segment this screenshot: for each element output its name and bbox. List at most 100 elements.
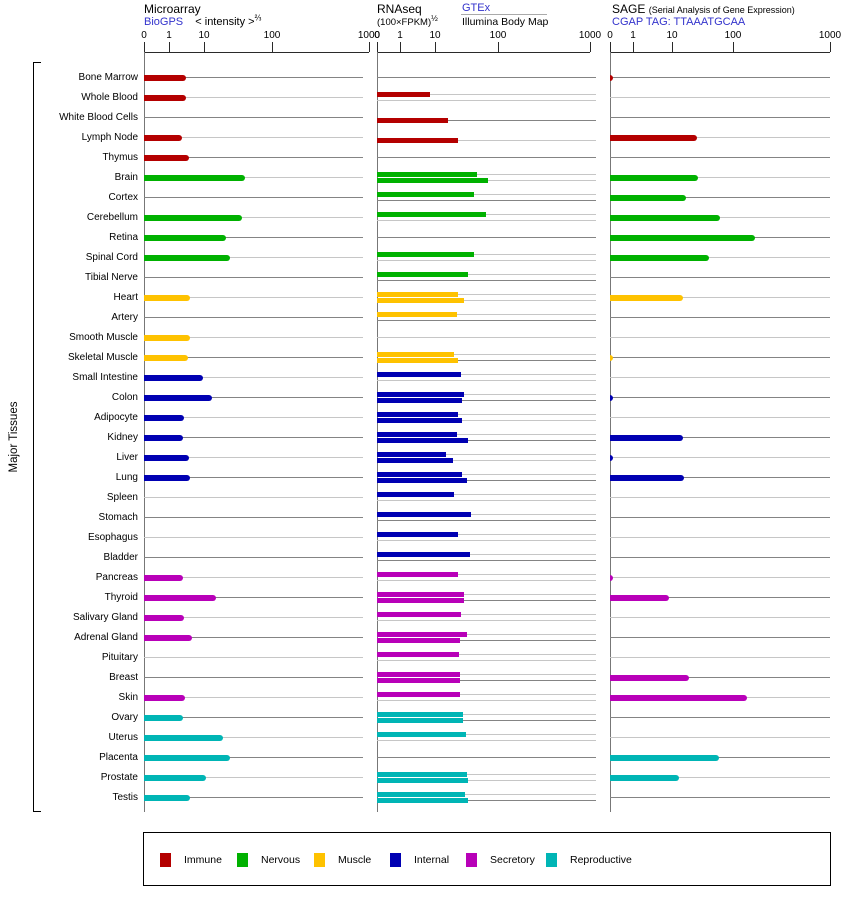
microarray-row-line-colon <box>144 397 363 398</box>
legend: Immune Nervous Muscle Internal Secretory Repr… <box>143 832 831 886</box>
sage-axis-left-line <box>610 52 611 812</box>
legend-item-nervous: Nervous <box>237 851 300 869</box>
tissue-label-breast: Breast <box>109 672 138 683</box>
microarray-axis-line <box>144 52 369 53</box>
tissue-label-retina: Retina <box>109 232 138 243</box>
sage-row-line-salivary-gland <box>610 617 830 618</box>
sage-row-line-whole-blood <box>610 97 830 98</box>
biogps-link[interactable]: BioGPS <box>144 16 184 28</box>
rnaseq-gtex-line-small-intestine <box>377 374 596 375</box>
rnaseq-gtex-line-adrenal-gland <box>377 634 596 635</box>
bar-sage-pancreas <box>610 575 614 581</box>
bar-rnaseq-gtex-lung <box>377 472 463 477</box>
rnaseq-axis-tick-label: 1 <box>397 30 403 41</box>
microarray-row-line-whole-blood <box>144 97 363 98</box>
bar-sage-colon <box>610 395 614 401</box>
gtex-link[interactable]: GTEx <box>462 2 491 14</box>
cgap-tag-link[interactable]: CGAP TAG: TTAAATGCAA <box>612 16 746 28</box>
bar-microarray-ovary <box>144 715 183 721</box>
bar-microarray-bone-marrow <box>144 75 186 81</box>
tissue-label-brain: Brain <box>114 172 138 183</box>
sage-row-line-brain <box>610 177 830 178</box>
microarray-row-line-cortex <box>144 197 363 198</box>
bar-microarray-liver <box>144 455 189 461</box>
bar-rnaseq-gtex-testis <box>377 792 466 797</box>
rnaseq-axis-tick-label: 0 <box>374 30 380 41</box>
rnaseq-gtex-line-stomach <box>377 514 596 515</box>
sage-row-line-kidney <box>610 437 830 438</box>
microarray-axis-tick-label: 1000 <box>357 30 381 41</box>
rnaseq-gtex-line-spinal-cord <box>377 254 596 255</box>
rnaseq-row-line-smooth-muscle <box>377 337 596 338</box>
bar-microarray-smooth-muscle <box>144 335 191 341</box>
bar-rnaseq-gtex-skeletal-muscle <box>377 352 454 357</box>
rnaseq-row-line-bone-marrow <box>377 77 596 78</box>
tissue-label-adrenal-gland: Adrenal Gland <box>74 632 138 643</box>
bar-rnaseq-gtex-bladder <box>377 552 471 557</box>
sage-row-line-artery <box>610 317 830 318</box>
bar-rnaseq-gtex-small-intestine <box>377 372 462 377</box>
sage-row-line-pituitary <box>610 657 830 658</box>
bar-sage-spinal-cord <box>610 255 709 261</box>
tissue-label-tibial-nerve: Tibial Nerve <box>85 272 138 283</box>
rnaseq-gtex-line-tibial-nerve <box>377 274 596 275</box>
microarray-row-line-bone-marrow <box>144 77 363 78</box>
sage-axis-tick <box>733 42 734 52</box>
microarray-row-line-brain <box>144 177 363 178</box>
rnaseq-bodymap-line-prostate <box>377 780 596 781</box>
gtex-divider <box>461 14 547 15</box>
bar-sage-cortex <box>610 195 687 201</box>
rnaseq-row-line-retina <box>377 237 596 238</box>
tissue-label-heart: Heart <box>113 292 138 303</box>
bar-rnaseq-gtex-prostate <box>377 772 467 777</box>
sage-row-line-skeletal-muscle <box>610 357 830 358</box>
legend-swatch-nervous <box>237 852 248 867</box>
bar-rnaseq-bodymap-lung <box>377 478 467 483</box>
legend-swatch-reproductive <box>546 852 557 867</box>
bar-rnaseq-gtex-cortex <box>377 192 475 197</box>
bar-rnaseq-gtex-ovary <box>377 712 464 717</box>
bar-sage-thyroid <box>610 595 670 601</box>
microarray-row-line-cerebellum <box>144 217 363 218</box>
microarray-row-line-stomach <box>144 517 363 518</box>
rnaseq-gtex-line-kidney <box>377 434 596 435</box>
rnaseq-bodymap-line-cortex <box>377 200 596 201</box>
tissue-label-pancreas: Pancreas <box>95 572 138 583</box>
legend-label-secretory: Secretory <box>490 853 535 866</box>
bar-microarray-lung <box>144 475 191 481</box>
sage-axis-line <box>610 52 830 53</box>
tissue-label-stomach: Stomach <box>98 512 138 523</box>
bar-microarray-adipocyte <box>144 415 185 421</box>
sage-row-line-placenta <box>610 757 830 758</box>
microarray-row-line-breast <box>144 677 363 678</box>
rnaseq-bodymap-line-spleen <box>377 500 596 501</box>
bar-rnaseq-gtex-kidney <box>377 432 457 437</box>
microarray-axis-tick <box>144 42 145 52</box>
sage-row-line-bone-marrow <box>610 77 830 78</box>
microarray-row-line-adrenal-gland <box>144 637 363 638</box>
bar-rnaseq-bodymap-colon <box>377 398 463 403</box>
sage-row-line-adipocyte <box>610 417 830 418</box>
sage-row-line-spinal-cord <box>610 257 830 258</box>
tissue-label-small-intestine: Small Intestine <box>72 372 138 383</box>
microarray-formula: < intensity >⅔ <box>195 13 262 28</box>
legend-swatch-immune <box>160 852 171 867</box>
legend-item-internal: Internal <box>390 851 449 869</box>
microarray-row-line-skin <box>144 697 363 698</box>
rnaseq-bodymap-line-skin <box>377 700 596 701</box>
rnaseq-bodymap-line-whole-blood <box>377 100 596 101</box>
rnaseq-bodymap-line-liver <box>377 460 596 461</box>
rnaseq-gtex-line-salivary-gland <box>377 614 596 615</box>
microarray-axis-left-line <box>144 52 145 812</box>
rnaseq-gtex-line-whole-blood <box>377 94 596 95</box>
rnaseq-gtex-line-heart <box>377 294 596 295</box>
sage-row-line-stomach <box>610 517 830 518</box>
microarray-row-line-kidney <box>144 437 363 438</box>
bar-microarray-prostate <box>144 775 206 781</box>
bar-rnaseq-gtex-adipocyte <box>377 412 458 417</box>
bar-rnaseq-gtex-heart <box>377 292 458 297</box>
bar-rnaseq-gtex-stomach <box>377 512 471 517</box>
bar-microarray-testis <box>144 795 190 801</box>
rnaseq-gtex-line-cortex <box>377 194 596 195</box>
